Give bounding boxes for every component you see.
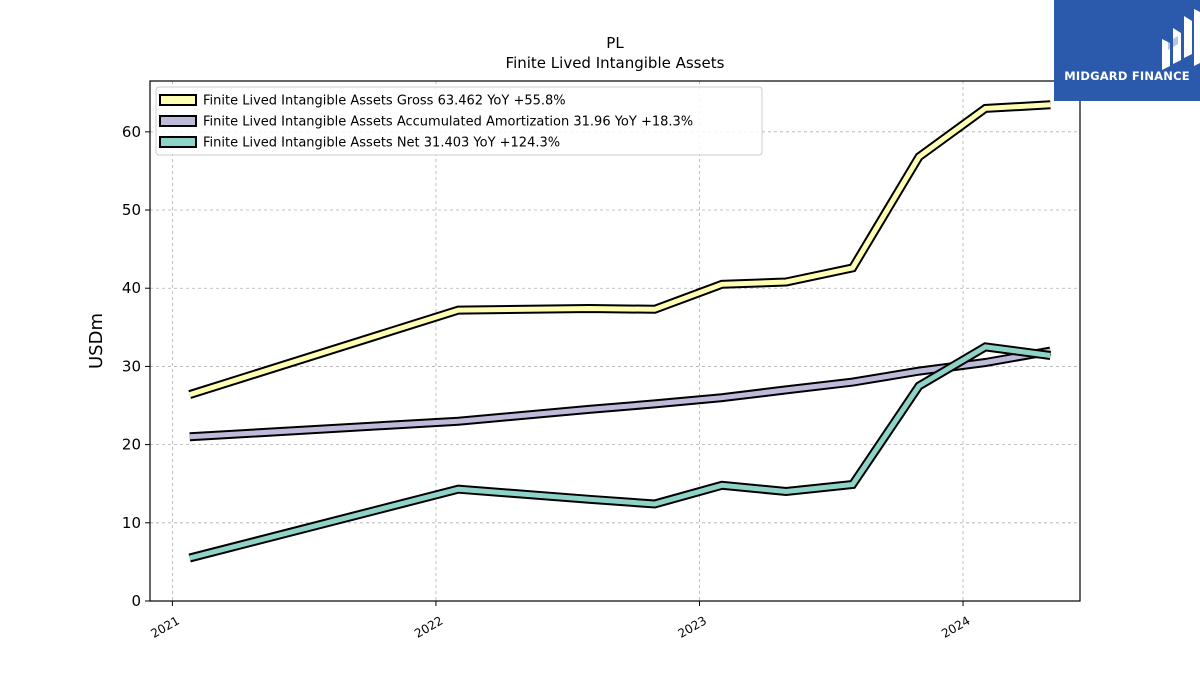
y-tick-label: 0 xyxy=(131,592,141,610)
chart-subtitle: Finite Lived Intangible Assets xyxy=(506,54,725,72)
legend-label: Finite Lived Intangible Assets Accumulat… xyxy=(203,115,693,130)
legend-swatch xyxy=(159,115,197,127)
x-tick-label: 2021 xyxy=(148,613,181,640)
x-tick-label: 2022 xyxy=(412,613,445,640)
brand-logo: MIDGARD FINANCE xyxy=(1054,0,1200,101)
legend-swatch xyxy=(159,94,197,106)
y-tick-label: 60 xyxy=(122,123,141,141)
legend: Finite Lived Intangible Assets Gross 63.… xyxy=(155,86,763,156)
legend-label: Finite Lived Intangible Assets Gross 63.… xyxy=(203,94,566,109)
series-lines xyxy=(188,100,1052,563)
midgard-logo-icon xyxy=(1162,9,1200,70)
series-2 xyxy=(189,346,1052,442)
y-tick-label: 40 xyxy=(122,279,141,297)
legend-swatch xyxy=(159,136,197,148)
y-tick-label: 30 xyxy=(122,357,141,375)
series-line xyxy=(189,348,1051,440)
x-tick-label: 2024 xyxy=(939,613,972,640)
y-tick-label: 50 xyxy=(122,201,141,219)
brand-logo-text: MIDGARD FINANCE xyxy=(1064,69,1190,83)
series-line xyxy=(188,102,1051,397)
y-tick-label: 10 xyxy=(122,514,141,532)
series-1 xyxy=(188,100,1051,399)
chart-title: PL xyxy=(606,34,624,52)
series-line-outline xyxy=(189,346,1052,442)
grid xyxy=(150,81,1080,601)
plot-frame xyxy=(149,80,1081,602)
legend-frame xyxy=(155,86,763,156)
series-line xyxy=(189,344,1051,561)
x-tick-label: 2023 xyxy=(676,613,709,640)
y-axis-label: USDm xyxy=(86,313,107,369)
legend-label: Finite Lived Intangible Assets Net 31.40… xyxy=(203,136,560,151)
y-tick-label: 20 xyxy=(122,436,141,454)
series-3 xyxy=(188,342,1051,563)
